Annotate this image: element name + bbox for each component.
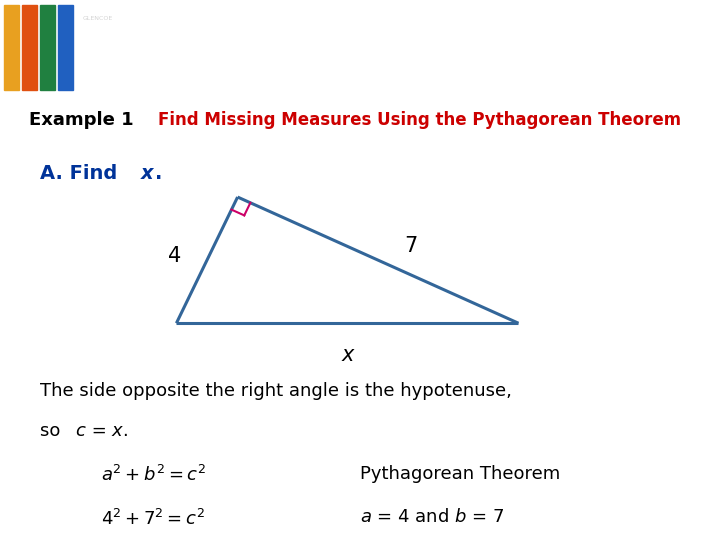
Text: 7: 7	[404, 237, 417, 256]
Text: Example 1: Example 1	[29, 111, 133, 129]
Text: $a^2 + b^2 = c^2$: $a^2 + b^2 = c^2$	[101, 465, 206, 485]
Bar	[40, 5, 55, 90]
Bar	[22, 5, 37, 90]
Text: The side opposite the right angle is the hypotenuse,: The side opposite the right angle is the…	[40, 382, 511, 400]
Text: A. Find: A. Find	[40, 164, 124, 183]
Text: Find Missing Measures Using the Pythagorean Theorem: Find Missing Measures Using the Pythagor…	[158, 111, 682, 129]
Text: so: so	[40, 422, 66, 440]
Text: x: x	[140, 164, 153, 183]
Text: 4: 4	[168, 246, 181, 266]
Bar	[58, 5, 73, 90]
Text: c: c	[76, 422, 86, 440]
Text: GEOMETRY: GEOMETRY	[83, 25, 390, 73]
Text: .: .	[155, 164, 162, 183]
Text: GLENCOE: GLENCOE	[83, 16, 113, 21]
Text: .: .	[122, 422, 128, 440]
Bar	[4, 5, 19, 90]
Text: $a$ = 4 and $b$ = 7: $a$ = 4 and $b$ = 7	[360, 509, 504, 526]
Text: Pythagorean Theorem: Pythagorean Theorem	[360, 465, 560, 483]
Text: x: x	[112, 422, 122, 440]
Text: x: x	[341, 345, 354, 364]
Text: $4^2 + 7^2 = c^2$: $4^2 + 7^2 = c^2$	[101, 509, 204, 529]
Text: =: =	[86, 422, 113, 440]
